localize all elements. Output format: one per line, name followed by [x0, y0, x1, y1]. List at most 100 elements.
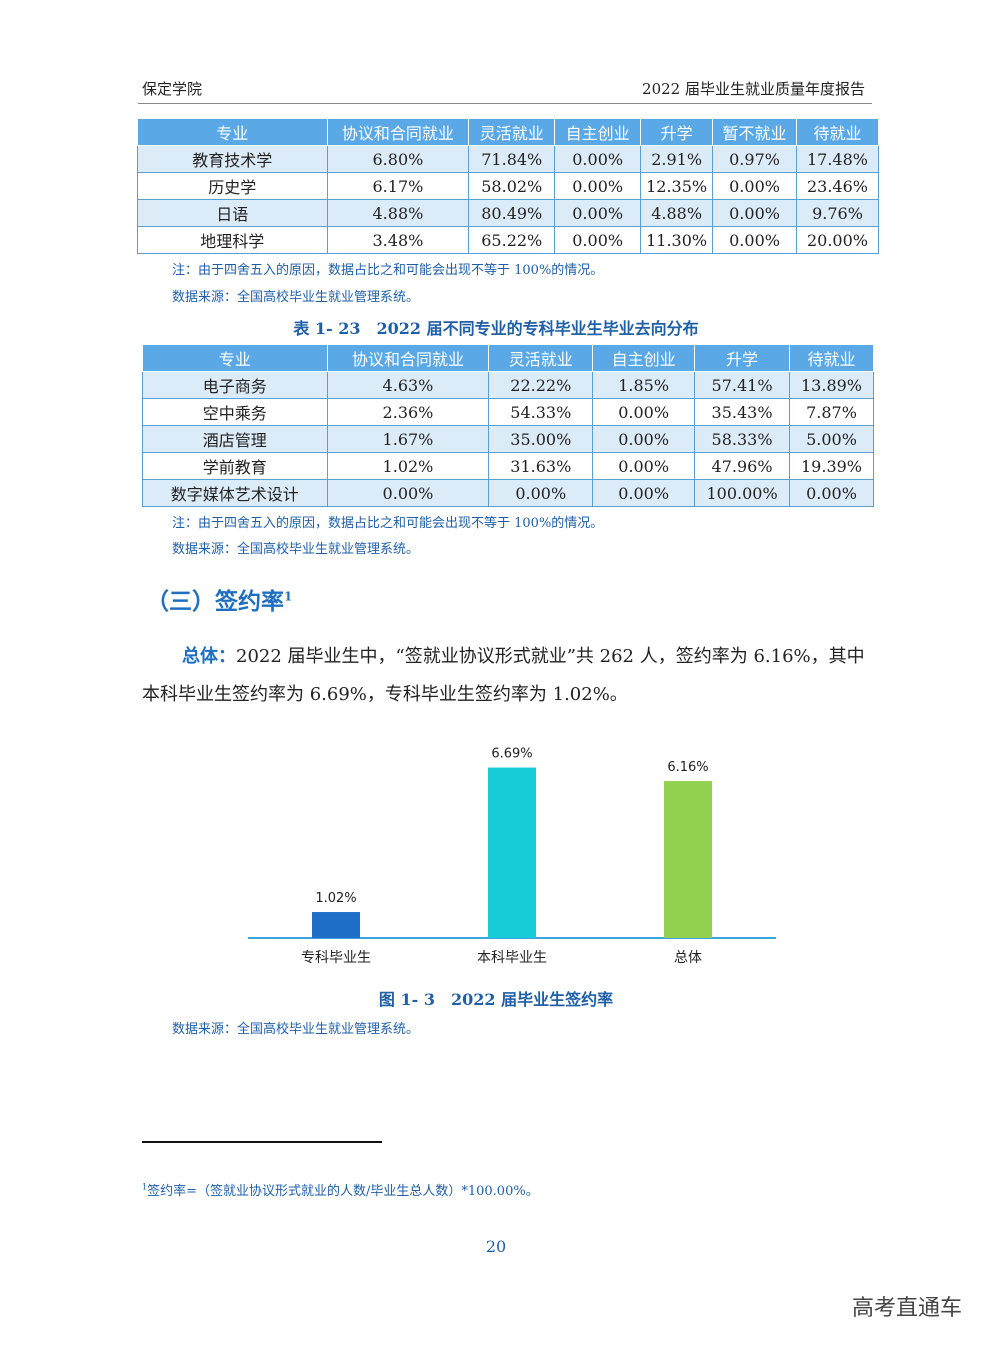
percent-cell: 0.00% — [488, 479, 594, 507]
bar — [312, 912, 360, 938]
percent-cell: 0.00% — [712, 172, 797, 200]
column-header: 协议和合同就业 — [326, 118, 470, 146]
percent-cell: 0.00% — [326, 479, 490, 507]
percent-cell: 12.35% — [640, 172, 714, 200]
footnote-mark: 1 — [142, 1182, 148, 1192]
table-row: 日语 4.88% 80.49% 0.00% 4.88% 0.00% 9.76% — [137, 199, 879, 227]
page-number: 20 — [485, 1237, 507, 1256]
paragraph-lead: 总体： — [182, 646, 236, 667]
percent-cell: 4.63% — [326, 371, 490, 399]
table-row: 酒店管理 1.67% 35.00% 0.00% 58.33% 5.00% — [142, 425, 874, 453]
table-graduate-destination-undergrad: 专业 协议和合同就业 灵活就业 自主创业 升学 暂不就业 待就业 教育技术学 6.80% 71.… — [137, 118, 879, 254]
footnote-ref: 1 — [284, 589, 293, 604]
table-row: 地理科学 3.48% 65.22% 0.00% 11.30% 0.00% 20.00% — [137, 226, 879, 254]
section-heading: （三）签约率1 — [146, 582, 292, 616]
footnote-text: 签约率=（签就业协议形式就业的人数/毕业生总人数）*100.00%。 — [147, 1184, 539, 1199]
table-row: 学前教育 1.02% 31.63% 0.00% 47.96% 19.39% — [142, 452, 874, 480]
percent-cell: 0.00% — [554, 226, 642, 254]
bar — [488, 767, 536, 938]
percent-cell: 2.91% — [640, 145, 714, 173]
percent-cell: 2.36% — [326, 398, 490, 426]
watermark: 高考直通车 — [851, 1296, 962, 1321]
percent-cell: 65.22% — [468, 226, 556, 254]
percent-cell: 35.43% — [694, 398, 791, 426]
percent-cell: 4.88% — [640, 199, 714, 227]
column-header: 暂不就业 — [712, 118, 797, 146]
percent-cell: 57.41% — [694, 371, 791, 399]
percent-cell: 54.33% — [488, 398, 594, 426]
column-header: 灵活就业 — [468, 118, 556, 146]
percent-cell: 80.49% — [468, 199, 556, 227]
table-row: 数字媒体艺术设计 0.00% 0.00% 0.00% 100.00% 0.00% — [142, 479, 874, 507]
table2-source: 数据来源：全国高校毕业生就业管理系统。 — [172, 542, 420, 557]
category-label: 专科毕业生 — [301, 950, 371, 966]
percent-cell: 6.80% — [326, 145, 470, 173]
header-left: 保定学院 — [142, 80, 203, 98]
major-cell: 酒店管理 — [142, 425, 328, 453]
data-label: 6.69% — [491, 747, 532, 762]
major-cell: 历史学 — [137, 172, 328, 200]
column-header: 待就业 — [796, 118, 879, 146]
column-header: 专业 — [137, 118, 328, 146]
percent-cell: 6.17% — [326, 172, 470, 200]
percent-cell: 31.63% — [488, 452, 594, 480]
percent-cell: 9.76% — [796, 199, 879, 227]
percent-cell: 0.00% — [592, 425, 696, 453]
table-header-row: 专业 协议和合同就业 灵活就业 自主创业 升学 待就业 — [142, 344, 874, 372]
table-graduate-destination-junior-college: 专业 协议和合同就业 灵活就业 自主创业 升学 待就业 电子商务 4.63% 22.22% 1.… — [142, 344, 874, 507]
percent-cell: 58.33% — [694, 425, 791, 453]
category-label: 本科毕业生 — [477, 950, 547, 966]
major-cell: 空中乘务 — [142, 398, 328, 426]
percent-cell: 1.85% — [592, 371, 696, 399]
percent-cell: 71.84% — [468, 145, 556, 173]
bar — [664, 781, 712, 938]
summary-paragraph: 总体：2022 届毕业生中，“签就业协议形式就业”共 262 人，签约率为 6.… — [142, 638, 882, 714]
percent-cell: 22.22% — [488, 371, 594, 399]
column-header: 灵活就业 — [488, 344, 594, 372]
percent-cell: 17.48% — [796, 145, 879, 173]
percent-cell: 0.00% — [592, 398, 696, 426]
percent-cell: 0.00% — [592, 452, 696, 480]
percent-cell: 5.00% — [789, 425, 874, 453]
percent-cell: 7.87% — [789, 398, 874, 426]
table2-caption: 表 1- 23 2022 届不同专业的专科毕业生毕业去向分布 — [293, 319, 699, 338]
percent-cell: 0.97% — [712, 145, 797, 173]
major-cell: 日语 — [137, 199, 328, 227]
percent-cell: 1.02% — [326, 452, 490, 480]
signing-rate-bar-chart: 1.02% 专科毕业生 6.69% 本科毕业生 6.16% 总体 — [248, 747, 776, 966]
data-label: 1.02% — [315, 891, 356, 906]
column-header: 协议和合同就业 — [326, 344, 490, 372]
footnote: 1签约率=（签就业协议形式就业的人数/毕业生总人数）*100.00%。 — [142, 1180, 539, 1199]
column-header: 升学 — [694, 344, 791, 372]
column-header: 专业 — [142, 344, 328, 372]
table-row: 教育技术学 6.80% 71.84% 0.00% 2.91% 0.97% 17.48% — [137, 145, 879, 173]
percent-cell: 0.00% — [712, 199, 797, 227]
paragraph-text: 2022 届毕业生中，“签就业协议形式就业”共 262 人，签约率为 6.16%… — [142, 646, 865, 705]
percent-cell: 100.00% — [694, 479, 791, 507]
category-label: 总体 — [674, 950, 702, 966]
major-cell: 学前教育 — [142, 452, 328, 480]
table-row: 电子商务 4.63% 22.22% 1.85% 57.41% 13.89% — [142, 371, 874, 399]
percent-cell: 1.67% — [326, 425, 490, 453]
table-row: 空中乘务 2.36% 54.33% 0.00% 35.43% 7.87% — [142, 398, 874, 426]
table-header-row: 专业 协议和合同就业 灵活就业 自主创业 升学 暂不就业 待就业 — [137, 118, 879, 146]
percent-cell: 0.00% — [789, 479, 874, 507]
percent-cell: 23.46% — [796, 172, 879, 200]
percent-cell: 20.00% — [796, 226, 879, 254]
table-row: 历史学 6.17% 58.02% 0.00% 12.35% 0.00% 23.46% — [137, 172, 879, 200]
percent-cell: 0.00% — [554, 172, 642, 200]
figure-caption: 图 1- 3 2022 届毕业生签约率 — [378, 990, 614, 1009]
percent-cell: 13.89% — [789, 371, 874, 399]
percent-cell: 58.02% — [468, 172, 556, 200]
percent-cell: 4.88% — [326, 199, 470, 227]
major-cell: 教育技术学 — [137, 145, 328, 173]
footnote-divider — [142, 1141, 382, 1143]
table2-note: 注：由于四舍五入的原因，数据占比之和可能会出现不等于 100%的情况。 — [172, 516, 604, 531]
percent-cell: 47.96% — [694, 452, 791, 480]
major-cell: 地理科学 — [137, 226, 328, 254]
percent-cell: 0.00% — [554, 145, 642, 173]
column-header: 自主创业 — [554, 118, 642, 146]
percent-cell: 0.00% — [592, 479, 696, 507]
column-header: 升学 — [640, 118, 714, 146]
percent-cell: 11.30% — [640, 226, 714, 254]
